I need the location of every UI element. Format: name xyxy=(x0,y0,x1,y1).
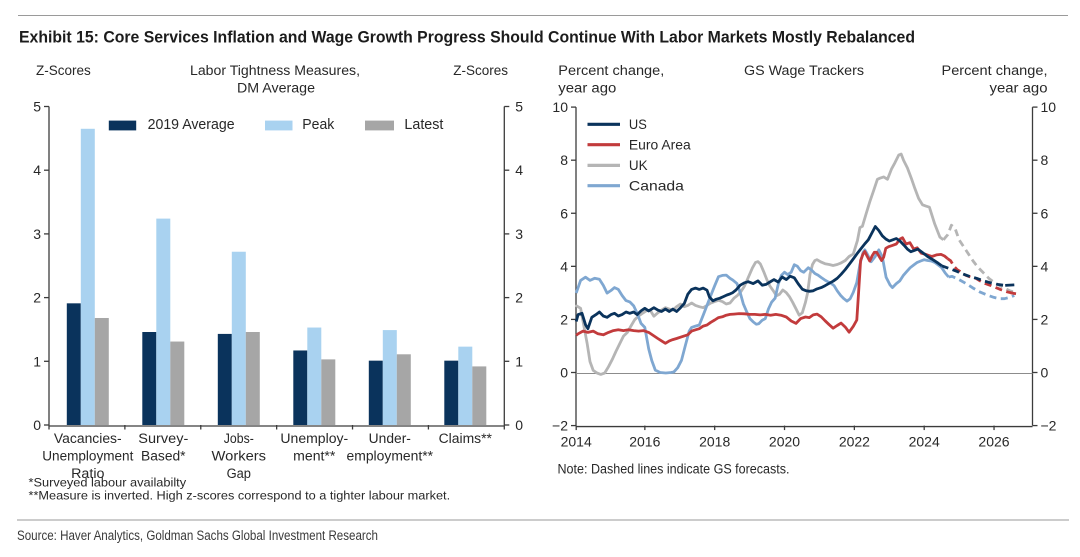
svg-text:1: 1 xyxy=(515,353,523,369)
svg-text:Labor Tightness Measures,: Labor Tightness Measures, xyxy=(190,63,360,78)
svg-text:Canada: Canada xyxy=(629,178,684,194)
svg-text:Exhibit 15: Core Services Infl: Exhibit 15: Core Services Inflation and … xyxy=(19,29,915,47)
svg-text:Claims**: Claims** xyxy=(439,431,493,446)
svg-text:Z-Scores: Z-Scores xyxy=(453,63,508,78)
svg-text:2026: 2026 xyxy=(978,434,1009,450)
svg-text:10: 10 xyxy=(1041,99,1057,115)
svg-text:year ago: year ago xyxy=(558,81,616,96)
svg-text:2: 2 xyxy=(515,290,523,306)
svg-text:Based*: Based* xyxy=(141,448,186,463)
svg-text:4: 4 xyxy=(560,258,568,274)
svg-text:ment**: ment** xyxy=(293,448,336,463)
svg-text:8: 8 xyxy=(1041,152,1049,168)
svg-text:Source: Haver Analytics, Goldm: Source: Haver Analytics, Goldman Sachs G… xyxy=(17,528,378,543)
svg-text:1: 1 xyxy=(33,353,41,369)
svg-text:5: 5 xyxy=(515,99,523,115)
svg-text:Latest: Latest xyxy=(404,117,443,133)
svg-text:2: 2 xyxy=(33,290,41,306)
svg-text:2016: 2016 xyxy=(629,434,660,450)
svg-text:year ago: year ago xyxy=(990,81,1048,96)
svg-text:−2: −2 xyxy=(552,418,568,434)
svg-text:Note: Dashed lines indicate GS: Note: Dashed lines indicate GS forecasts… xyxy=(558,462,790,477)
svg-text:**Measure is inverted. High z-: **Measure is inverted. High z-scores cor… xyxy=(29,489,451,503)
svg-text:0: 0 xyxy=(560,365,568,381)
svg-text:4: 4 xyxy=(1041,258,1049,274)
svg-text:8: 8 xyxy=(560,152,568,168)
svg-text:2014: 2014 xyxy=(561,434,592,450)
svg-text:−2: −2 xyxy=(1041,418,1057,434)
svg-text:Z-Scores: Z-Scores xyxy=(36,63,91,78)
svg-text:Jobs-: Jobs- xyxy=(224,431,254,446)
svg-text:GS Wage Trackers: GS Wage Trackers xyxy=(744,63,864,78)
svg-text:6: 6 xyxy=(560,205,568,221)
svg-text:5: 5 xyxy=(33,99,41,115)
svg-text:3: 3 xyxy=(515,226,523,242)
svg-text:Unemploy-: Unemploy- xyxy=(280,431,348,446)
svg-text:Peak: Peak xyxy=(302,117,335,133)
svg-text:6: 6 xyxy=(1041,205,1049,221)
svg-text:US: US xyxy=(629,116,647,132)
svg-text:*Surveyed labour availabilty: *Surveyed labour availabilty xyxy=(29,476,187,490)
svg-text:Workers: Workers xyxy=(212,448,267,463)
svg-text:Euro Area: Euro Area xyxy=(629,137,691,153)
svg-text:2019 Average: 2019 Average xyxy=(148,117,235,133)
svg-text:4: 4 xyxy=(33,162,41,178)
svg-text:Gap: Gap xyxy=(227,466,251,481)
svg-text:employment**: employment** xyxy=(347,448,434,463)
svg-text:Ratio: Ratio xyxy=(71,466,104,481)
svg-text:2022: 2022 xyxy=(839,434,870,450)
svg-text:Percent change,: Percent change, xyxy=(942,63,1048,78)
svg-text:2018: 2018 xyxy=(699,434,730,450)
svg-text:Survey-: Survey- xyxy=(138,431,188,446)
svg-text:UK: UK xyxy=(629,157,648,173)
svg-text:Under-: Under- xyxy=(369,431,411,446)
svg-text:4: 4 xyxy=(515,162,523,178)
svg-text:Vacancies-: Vacancies- xyxy=(54,431,122,446)
svg-text:0: 0 xyxy=(515,417,523,433)
svg-text:2: 2 xyxy=(1041,311,1049,327)
svg-text:2024: 2024 xyxy=(909,434,940,450)
svg-text:0: 0 xyxy=(1041,365,1049,381)
svg-text:3: 3 xyxy=(33,226,41,242)
svg-text:Unemployment: Unemployment xyxy=(42,448,133,463)
svg-text:2: 2 xyxy=(560,311,568,327)
svg-text:2020: 2020 xyxy=(769,434,800,450)
svg-text:0: 0 xyxy=(33,417,41,433)
svg-text:10: 10 xyxy=(552,99,568,115)
svg-text:Percent change,: Percent change, xyxy=(558,63,664,78)
svg-text:DM Average: DM Average xyxy=(237,81,315,96)
